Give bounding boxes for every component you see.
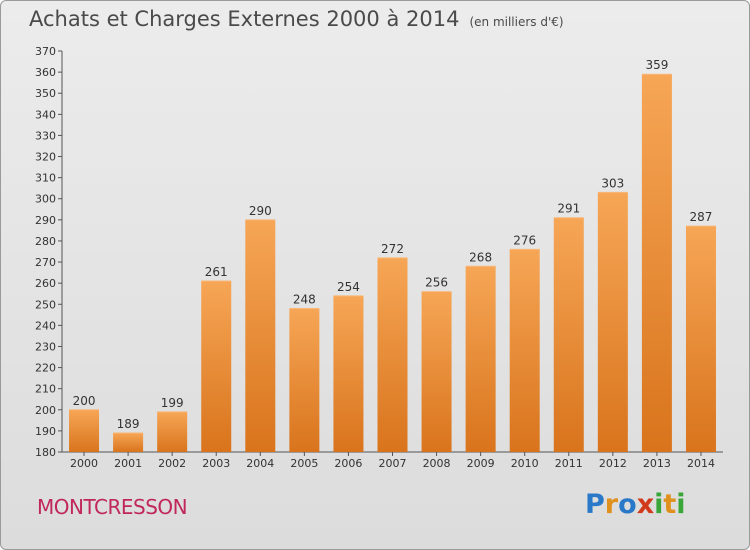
x-tick-label: 2001 — [114, 457, 142, 470]
bar — [509, 249, 540, 452]
logo-letter: t — [663, 489, 677, 520]
bar — [157, 411, 188, 452]
y-tick-label: 310 — [35, 172, 56, 185]
bar — [245, 219, 276, 452]
chart-title-text: Achats et Charges Externes 2000 à 2014 — [29, 7, 460, 31]
y-tick-label: 220 — [35, 362, 56, 375]
chart-title: Achats et Charges Externes 2000 à 2014 (e… — [29, 7, 564, 31]
bar — [553, 217, 584, 452]
bar-value-label: 254 — [337, 280, 360, 294]
place-name: MONTCRESSON — [37, 495, 188, 519]
logo-letter: i — [676, 489, 686, 520]
axes: 180 190 200 210 220 230 240 250 260 270 280 290 300 3… — [35, 45, 723, 470]
x-tick-label: 2006 — [334, 457, 362, 470]
x-tick-label: 2009 — [467, 457, 495, 470]
y-tick-label: 360 — [35, 66, 56, 79]
bar-value-label: 291 — [557, 202, 580, 216]
y-tick-label: 200 — [35, 404, 56, 417]
bar — [113, 433, 144, 452]
y-tick-label: 330 — [35, 129, 56, 142]
bar-value-label: 303 — [601, 176, 624, 190]
logo-letter: o — [618, 489, 637, 520]
bar — [685, 226, 716, 452]
logo-letter: r — [604, 489, 619, 520]
y-tick-label: 370 — [35, 45, 56, 58]
y-tick-label: 230 — [35, 340, 56, 353]
x-tick-label: 2000 — [70, 457, 98, 470]
y-tick-label: 190 — [35, 425, 56, 438]
bar-value-label: 200 — [73, 394, 96, 408]
bar-value-label: 248 — [293, 292, 316, 306]
x-tick-label: 2012 — [599, 457, 627, 470]
bar — [289, 308, 320, 452]
bar — [333, 295, 364, 452]
y-tick-label: 250 — [35, 298, 56, 311]
bar — [421, 291, 452, 452]
x-tick-label: 2010 — [511, 457, 539, 470]
y-tick-label: 340 — [35, 108, 56, 121]
y-tick-label: 240 — [35, 319, 56, 332]
bar — [641, 74, 672, 452]
logo-letter: x — [636, 489, 655, 520]
bar-value-label: 272 — [381, 242, 404, 256]
bars: 200 189 199 261 290 248 254 272 256 268 276 291 303 3… — [69, 58, 716, 452]
bar-value-label: 287 — [690, 210, 713, 224]
y-tick-label: 180 — [35, 446, 56, 459]
y-tick-label: 290 — [35, 214, 56, 227]
x-tick-label: 2005 — [290, 457, 318, 470]
logo-letter: P — [585, 489, 605, 520]
bar — [69, 409, 100, 452]
y-tick-label: 350 — [35, 87, 56, 100]
bar-value-label: 359 — [645, 58, 668, 72]
y-tick-label: 280 — [35, 235, 56, 248]
x-tick-label: 2003 — [202, 457, 230, 470]
bar-value-label: 199 — [161, 396, 184, 410]
bar-value-label: 290 — [249, 204, 272, 218]
bar — [201, 281, 232, 452]
bar — [465, 266, 496, 452]
bar — [597, 192, 628, 452]
x-tick-label: 2002 — [158, 457, 186, 470]
bar — [377, 257, 408, 452]
y-tick-label: 210 — [35, 383, 56, 396]
x-tick-label: 2014 — [687, 457, 715, 470]
y-tick-label: 270 — [35, 256, 56, 269]
proxiti-logo[interactable]: Proxiti — [585, 489, 686, 520]
x-tick-label: 2011 — [555, 457, 583, 470]
y-tick-label: 260 — [35, 277, 56, 290]
y-tick-label: 320 — [35, 151, 56, 164]
logo-letter: i — [654, 489, 664, 520]
chart-subtitle: (en milliers d'€) — [469, 15, 564, 29]
bar-value-label: 261 — [205, 265, 228, 279]
y-tick-label: 300 — [35, 193, 56, 206]
bar-value-label: 256 — [425, 276, 448, 290]
x-tick-label: 2013 — [643, 457, 671, 470]
x-tick-label: 2007 — [379, 457, 407, 470]
bar-value-label: 276 — [513, 233, 536, 247]
bar-value-label: 189 — [117, 417, 140, 431]
bar-value-label: 268 — [469, 250, 492, 264]
x-tick-label: 2004 — [246, 457, 274, 470]
x-tick-label: 2008 — [423, 457, 451, 470]
